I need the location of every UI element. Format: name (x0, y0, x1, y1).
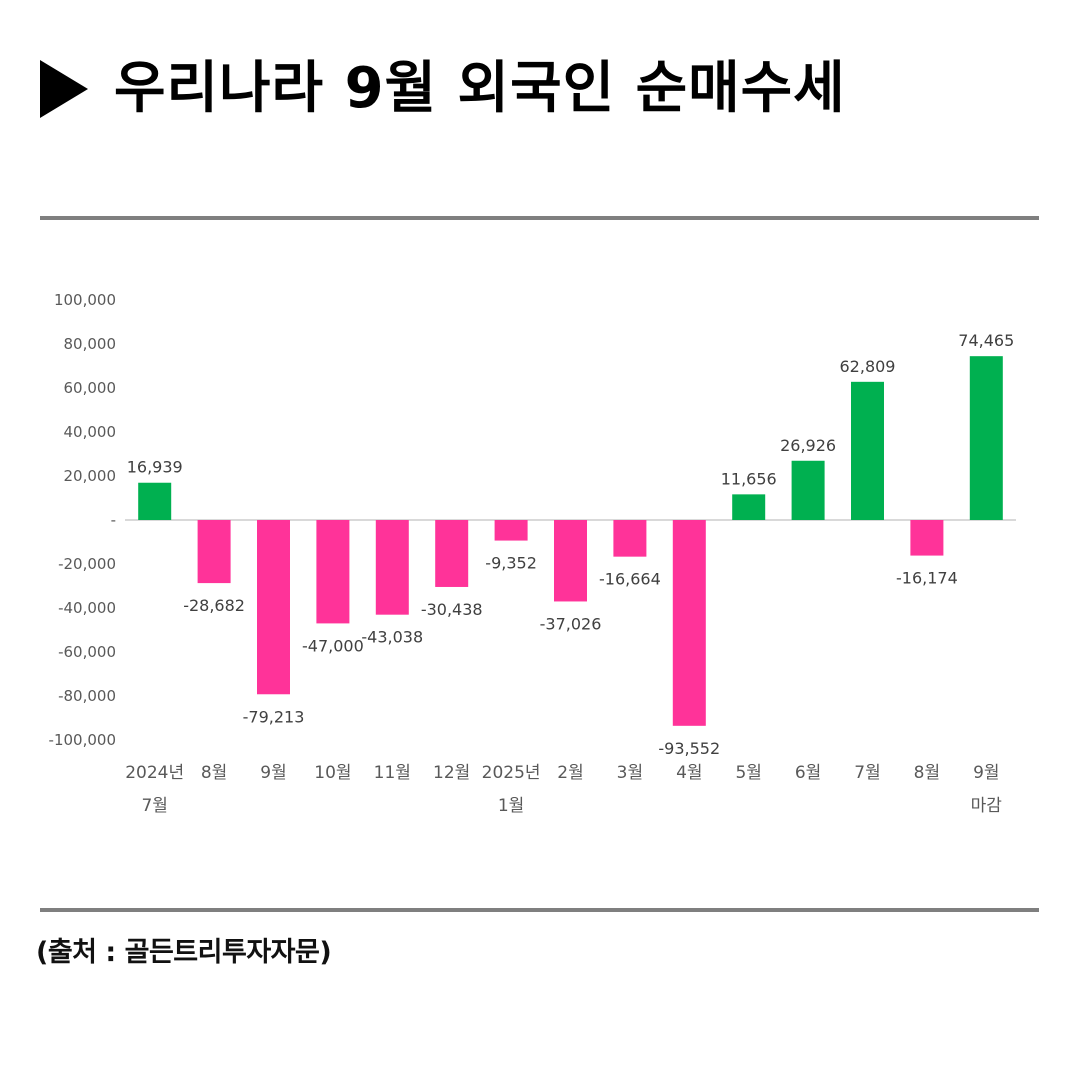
bar (138, 482, 172, 520)
source-note: (출처 : 골든트리투자자문) (36, 937, 332, 968)
x-tick-label: 7월 (141, 796, 167, 816)
data-label: -37,026 (540, 614, 602, 633)
x-tick-label: 1월 (498, 796, 524, 816)
x-tick-label: 11월 (374, 763, 411, 783)
bottom-divider (40, 908, 1039, 912)
title-text: 우리나라 9월 외국인 순매수세 (114, 56, 846, 121)
x-tick-label: 2025년 (482, 763, 541, 783)
bar (257, 520, 290, 695)
bar (435, 520, 469, 587)
chart-title: 우리나라 9월 외국인 순매수세 (40, 52, 846, 126)
play-triangle-icon (40, 60, 88, 118)
x-tick-label: 7월 (854, 763, 880, 783)
bar (613, 520, 647, 557)
x-tick-label: 4월 (676, 763, 702, 783)
bar (791, 460, 825, 520)
y-tick-label: -20,000 (58, 555, 116, 573)
x-tick-label: 12월 (433, 763, 470, 783)
bar (197, 520, 231, 584)
data-label: 74,465 (958, 331, 1014, 350)
x-tick-label: 3월 (617, 763, 643, 783)
top-divider (40, 216, 1039, 220)
bar (316, 520, 350, 624)
y-tick-label: -100,000 (49, 731, 116, 749)
bar (494, 520, 528, 541)
y-tick-label: 80,000 (64, 335, 117, 353)
bar (375, 520, 409, 615)
data-label: 11,656 (721, 469, 777, 488)
bar (851, 381, 884, 520)
bar (969, 356, 1003, 520)
x-tick-label: 8월 (201, 763, 227, 783)
data-label: -16,664 (599, 570, 661, 589)
y-tick-label: -40,000 (58, 599, 116, 617)
x-tick-label: 6월 (795, 763, 821, 783)
x-tick-label: 2월 (557, 763, 583, 783)
data-label: -93,552 (658, 739, 720, 758)
data-label: -43,038 (361, 628, 423, 647)
x-tick-label: 2024년 (125, 763, 184, 783)
data-label: -9,352 (485, 554, 537, 573)
x-tick-label: 9월 (973, 763, 999, 783)
y-tick-label: 20,000 (64, 467, 117, 485)
data-label: -30,438 (421, 600, 483, 619)
data-label: -28,682 (183, 596, 245, 615)
bar (672, 520, 706, 726)
bar (554, 520, 587, 602)
data-label: -79,213 (243, 707, 305, 726)
y-tick-label: - (111, 511, 116, 529)
x-tick-label: 9월 (260, 763, 286, 783)
x-tick-label: 10월 (314, 763, 351, 783)
data-label: -16,174 (896, 569, 958, 588)
x-tick-label: 5월 (735, 763, 761, 783)
bar-chart: 100,000 80,000 60,000 40,000 20,000 - -20,000 -… (49, 291, 1016, 816)
y-tick-label: -60,000 (58, 643, 116, 661)
data-label: 62,809 (840, 357, 896, 376)
bar (732, 494, 766, 520)
y-tick-label: -80,000 (58, 687, 116, 705)
y-tick-label: 100,000 (54, 291, 116, 309)
data-label: 16,939 (127, 458, 183, 477)
data-label: 26,926 (780, 436, 836, 455)
x-tick-label: 8월 (914, 763, 940, 783)
y-tick-label: 60,000 (64, 379, 117, 397)
x-tick-label: 마감 (971, 796, 1003, 816)
data-label: -47,000 (302, 636, 364, 655)
y-tick-label: 40,000 (64, 423, 117, 441)
bar (910, 520, 944, 556)
